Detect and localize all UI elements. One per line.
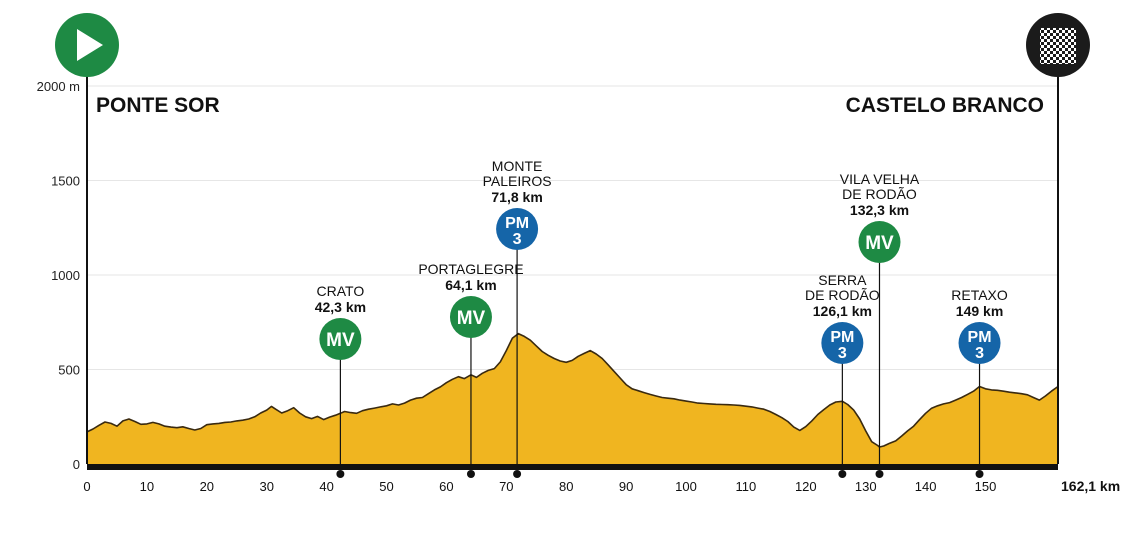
badge-label: PM: [505, 215, 529, 232]
start-icon-triangle: [77, 29, 103, 61]
checkpoint-name: MONTE: [492, 158, 543, 174]
checkpoint-km: 132,3 km: [850, 202, 909, 218]
checkpoint-km: 149 km: [956, 303, 1003, 319]
checkpoint-km: 71,8 km: [491, 189, 542, 205]
badge-level: 3: [975, 345, 984, 362]
x-tick-label: 130: [855, 479, 877, 494]
x-tick-label: 120: [795, 479, 817, 494]
checkpoint-name: VILA VELHA: [840, 171, 920, 187]
checkpoint-km: 64,1 km: [445, 277, 496, 293]
axes: 0 10 20 30 40 50 60 70 80 90 100 110 120 130 140 150: [83, 30, 1059, 494]
checkpoint-name: DE RODÃO: [842, 186, 917, 202]
y-tick-label: 500: [58, 363, 80, 378]
start-city-label: PONTE SOR: [96, 94, 220, 117]
badge-level: 3: [838, 345, 847, 362]
x-tick-label: 0: [83, 479, 90, 494]
badge-label: MV: [865, 233, 894, 254]
profile-area: [86, 332, 1059, 464]
pm-badge: [821, 322, 864, 364]
badge-label: PM: [968, 329, 992, 346]
mv-badge: [319, 318, 362, 360]
km-marker-dot: [513, 470, 522, 478]
x-tick-label: 10: [140, 479, 154, 494]
y-tick-label: 1000: [51, 268, 80, 283]
total-distance-label: 162,1 km: [1061, 478, 1120, 494]
km-marker-dot: [336, 470, 345, 478]
pm-badge: [958, 322, 1001, 364]
gridlines: 0 500 1000 1500 2000 m: [37, 79, 1058, 472]
x-tick-label: 100: [675, 479, 697, 494]
profile-fill: [87, 333, 1058, 464]
badge-label: MV: [457, 308, 486, 329]
x-tick-label: 30: [259, 479, 273, 494]
km-marker-dot: [838, 470, 847, 478]
x-tick-label: 140: [915, 479, 937, 494]
checkpoint-km: 126,1 km: [813, 303, 872, 319]
km-marker-dot: [975, 470, 984, 478]
play-icon: [55, 13, 119, 77]
checkpoint-km: 42,3 km: [315, 299, 366, 315]
x-tick-label: 90: [619, 479, 633, 494]
x-tick-label: 110: [736, 479, 757, 494]
badge-label: MV: [326, 330, 355, 351]
finish-city-label: CASTELO BRANCO: [846, 94, 1044, 117]
x-tick-label: 50: [379, 479, 393, 494]
checkpoint-name: DE RODÃO: [805, 287, 880, 303]
x-tick-label: 40: [319, 479, 333, 494]
checkpoint-name: SERRA: [818, 272, 867, 288]
checkered-flag-icon: [1026, 13, 1090, 77]
checkpoint-name: PORTAGLEGRE: [418, 261, 523, 277]
x-tick-label: 60: [439, 479, 453, 494]
km-marker-dot: [466, 470, 475, 478]
start-finish-icons: [55, 13, 1090, 77]
x-tick-label: 20: [200, 479, 214, 494]
y-tick-label: 2000 m: [37, 79, 80, 94]
km-marker-dot: [875, 470, 884, 478]
y-tick-label: 0: [73, 457, 80, 472]
checkpoint-name: RETAXO: [951, 287, 1008, 303]
y-tick-label: 1500: [51, 174, 80, 189]
profile-line: [86, 332, 1059, 448]
x-tick-label: 70: [499, 479, 513, 494]
mv-badge: [449, 296, 492, 338]
x-tick-label: 80: [559, 479, 573, 494]
checkpoint-name: CRATO: [317, 283, 365, 299]
x-axis-bar: [87, 464, 1058, 470]
x-tick-label: 150: [975, 479, 997, 494]
checkpoint-name: PALEIROS: [483, 173, 552, 189]
finish-icon-checker: [1040, 28, 1076, 64]
mv-badge: [858, 221, 901, 263]
pm-badge: [496, 208, 539, 250]
badge-label: PM: [830, 329, 854, 346]
badge-level: 3: [513, 231, 522, 248]
